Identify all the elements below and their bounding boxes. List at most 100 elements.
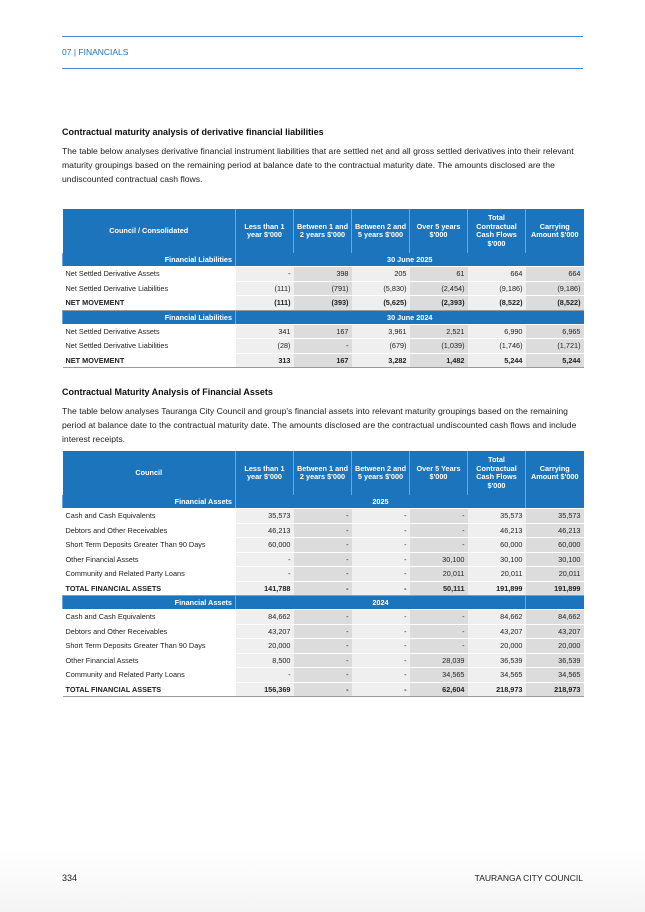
group-period: 2024	[235, 595, 526, 610]
cell-value: -	[293, 523, 352, 538]
total-value: -	[293, 580, 352, 596]
cell-value: (791)	[293, 281, 352, 296]
total-value: 191,899	[525, 580, 584, 596]
cell-value: 34,565	[525, 667, 584, 683]
cell-value: 36,539	[525, 653, 584, 668]
cell-value: -	[351, 667, 410, 683]
section1-title: Contractual maturity analysis of derivat…	[62, 127, 324, 137]
cell-value: 36,539	[467, 653, 526, 668]
group-label: Financial Assets	[62, 595, 236, 610]
cell-value: -	[293, 667, 352, 683]
cell-value: -	[351, 566, 410, 582]
cell-value: 28,039	[409, 653, 468, 668]
total-value: 156,369	[235, 681, 294, 697]
group-label: Financial Liabilities	[62, 253, 236, 267]
table-row: Community and Related Party Loans - - -20,0…	[62, 566, 584, 582]
cell-value: -	[293, 624, 352, 639]
cell-value: -	[351, 609, 410, 625]
cell-value: 30,100	[467, 552, 526, 567]
organisation-name: TAURANGA CITY COUNCIL	[474, 873, 583, 883]
column-header: Over 5 years $'000	[409, 209, 468, 253]
page-number: 334	[62, 873, 78, 883]
cell-value: 46,213	[525, 523, 584, 538]
total-value: 218,973	[467, 681, 526, 697]
total-value: 218,973	[525, 681, 584, 697]
financial-assets-table: Council Less than 1 year $'000 Between 1 a…	[62, 451, 584, 697]
header-row: Council Less than 1 year $'000 Between 1 a…	[62, 451, 584, 495]
cell-value: (5,830)	[351, 281, 410, 296]
table-row: Debtors and Other Receivables 43,207- - -43…	[62, 624, 584, 639]
cell-value: 6,990	[467, 324, 526, 339]
column-header: Carrying Amount $'000	[525, 209, 584, 253]
cell-value: -	[409, 523, 468, 538]
cell-value: 20,011	[409, 566, 468, 582]
cell-value: 664	[525, 266, 584, 282]
total-value: 3,282	[351, 352, 410, 368]
table-row: Community and Related Party Loans - - -34,5…	[62, 667, 584, 683]
row-label: Debtors and Other Receivables	[62, 523, 236, 538]
column-header: Council / Consolidated	[62, 209, 236, 253]
cell-value: (679)	[351, 338, 410, 354]
cell-value: -	[409, 508, 468, 524]
cell-value: -	[351, 653, 410, 668]
total-row: NET MOVEMENT (111) (393) (5,625) (2,393) (8,5…	[62, 295, 584, 311]
cell-value: 60,000	[467, 537, 526, 553]
column-header: Between 2 and 5 years $'000	[351, 451, 410, 495]
total-value: (8,522)	[525, 295, 584, 311]
total-value: 313	[235, 352, 294, 368]
cell-value: 43,207	[235, 624, 294, 639]
group-header-row: Financial Liabilities 30 June 2025	[62, 253, 584, 267]
derivative-liabilities-table: Council / Consolidated Less than 1 year $…	[62, 209, 584, 368]
column-header: Total Contractual Cash Flows $'000	[467, 209, 526, 253]
cell-value: -	[293, 552, 352, 567]
row-label: Other Financial Assets	[62, 653, 236, 668]
group-period: 2025	[235, 495, 526, 509]
cell-value: -	[235, 667, 294, 683]
cell-value: 664	[467, 266, 526, 282]
group-period: 30 June 2024	[235, 310, 584, 325]
footer-decoration	[0, 850, 645, 912]
cell-value: 43,207	[525, 624, 584, 639]
cell-value: -	[235, 552, 294, 567]
column-header: Between 2 and 5 years $'000	[351, 209, 410, 253]
cell-value: -	[409, 609, 468, 625]
cell-value: -	[409, 624, 468, 639]
total-value: 5,244	[525, 352, 584, 368]
cell-value: 34,565	[467, 667, 526, 683]
cell-value: 205	[351, 266, 410, 282]
row-label: Cash and Cash Equivalents	[62, 609, 236, 625]
cell-value: 20,011	[467, 566, 526, 582]
total-value: -	[293, 681, 352, 697]
section1-description: The table below analyses derivative fina…	[62, 146, 574, 184]
section-label: 07 | FINANCIALS	[62, 47, 129, 57]
row-label: Cash and Cash Equivalents	[62, 508, 236, 524]
total-value: (111)	[235, 295, 294, 311]
total-label: TOTAL FINANCIAL ASSETS	[62, 580, 236, 596]
cell-value: 60,000	[525, 537, 584, 553]
cell-value: -	[293, 653, 352, 668]
cell-value: 2,521	[409, 324, 468, 339]
total-value: 1,482	[409, 352, 468, 368]
cell-value: 84,662	[235, 609, 294, 625]
cell-value: -	[351, 638, 410, 654]
cell-value: (1,746)	[467, 338, 526, 354]
table-row: Other Financial Assets 8,500- -28,039 36,53…	[62, 653, 584, 668]
total-value: 50,111	[409, 580, 468, 596]
total-row: TOTAL FINANCIAL ASSETS 156,369- -62,604 218…	[62, 681, 584, 697]
cell-value: -	[293, 537, 352, 553]
cell-value: 398	[293, 266, 352, 282]
total-value: -	[351, 580, 410, 596]
cell-value: 20,000	[467, 638, 526, 654]
cell-value: 3,961	[351, 324, 410, 339]
row-label: Community and Related Party Loans	[62, 667, 236, 683]
cell-value: (9,186)	[525, 281, 584, 296]
cell-value: (9,186)	[467, 281, 526, 296]
total-row: TOTAL FINANCIAL ASSETS 141,788- -50,111 191…	[62, 580, 584, 596]
cell-value: -	[351, 552, 410, 567]
section2-title: Contractual Maturity Analysis of Financi…	[62, 387, 273, 397]
cell-value: 20,000	[525, 638, 584, 654]
group-label: Financial Assets	[62, 495, 236, 509]
cell-value: -	[351, 624, 410, 639]
group-header-row: Financial Assets 2025	[62, 495, 584, 509]
